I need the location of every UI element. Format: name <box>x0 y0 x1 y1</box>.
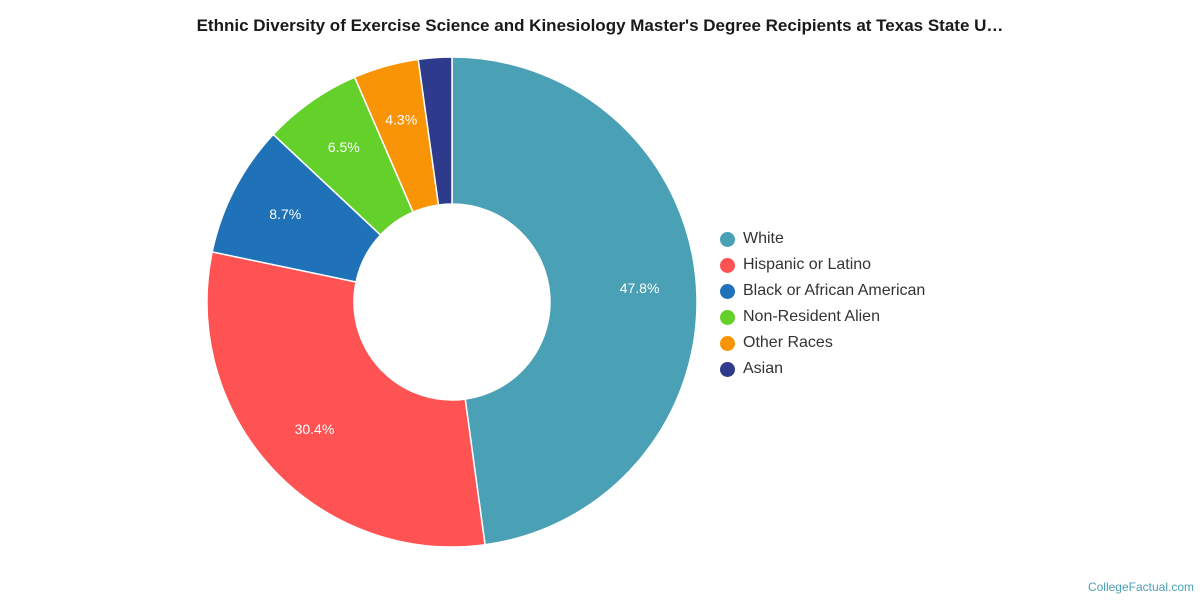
legend-item[interactable]: Non-Resident Alien <box>720 304 925 330</box>
legend-label: Asian <box>743 360 784 377</box>
slice-label: 8.7% <box>269 206 301 222</box>
legend-label: Black or African American <box>743 282 926 299</box>
legend-swatch-icon <box>720 309 735 325</box>
legend-item[interactable]: Asian <box>720 356 925 382</box>
legend-label: White <box>743 230 784 247</box>
slice-label: 30.4% <box>295 421 335 437</box>
legend-swatch-icon <box>720 335 735 351</box>
legend-swatch-icon <box>720 283 735 299</box>
slice-label: 6.5% <box>328 139 360 155</box>
slice-label: 47.8% <box>620 280 660 296</box>
legend-item[interactable]: Other Races <box>720 330 925 356</box>
legend-label: Other Races <box>743 334 833 351</box>
chart-legend: White Hispanic or Latino Black or African … <box>720 226 925 382</box>
site-credit[interactable]: CollegeFactual.com <box>1087 580 1194 594</box>
legend-item[interactable]: Black or African American <box>720 278 925 304</box>
chart-title: Ethnic Diversity of Exercise Science and… <box>196 16 1004 35</box>
slice-label: 4.3% <box>385 112 417 128</box>
legend-swatch-icon <box>720 361 735 377</box>
legend-item[interactable]: White <box>720 226 925 252</box>
slice-hispanic-or-latino[interactable] <box>206 251 486 548</box>
slice-white[interactable] <box>451 56 698 546</box>
legend-swatch-icon <box>720 231 735 247</box>
legend-swatch-icon <box>720 257 735 273</box>
legend-item[interactable]: Hispanic or Latino <box>720 252 925 278</box>
legend-label: Non-Resident Alien <box>743 308 880 325</box>
slice-asian[interactable] <box>417 56 453 206</box>
legend-label: Hispanic or Latino <box>743 256 872 273</box>
